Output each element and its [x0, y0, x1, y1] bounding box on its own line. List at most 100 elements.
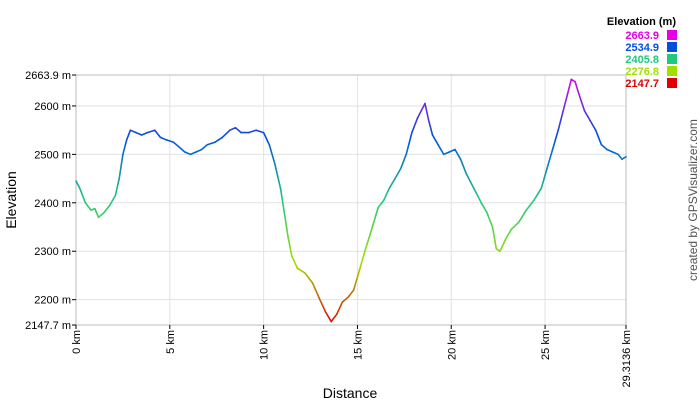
elevation-point — [589, 119, 591, 122]
x-tick-label: 20 km — [446, 330, 458, 360]
elevation-point — [221, 136, 224, 139]
x-tick-label: 5 km — [165, 330, 177, 354]
x-tick-label: 29.3136 km — [621, 330, 633, 387]
elevation-point — [621, 158, 623, 161]
elevation-point — [437, 143, 439, 146]
elevation-point — [200, 148, 203, 151]
legend: Elevation (m) 2663.92534.92405.82276.821… — [607, 16, 677, 90]
x-tick-label: 15 km — [352, 330, 364, 360]
elevation-point — [510, 228, 513, 231]
elevation-point — [394, 177, 396, 180]
legend-swatch — [667, 30, 677, 40]
elevation-point — [214, 141, 216, 144]
elevation-point — [504, 238, 507, 240]
legend-value: 2276.8 — [625, 66, 659, 78]
elevation-point — [146, 131, 149, 134]
elevation-point — [311, 281, 314, 284]
elevation-point — [103, 211, 105, 214]
elevation-point — [557, 129, 559, 131]
legend-value: 2663.9 — [625, 30, 659, 42]
elevation-point — [416, 117, 419, 119]
elevation-point — [97, 216, 100, 219]
elevation-point — [486, 211, 488, 214]
elevation-point — [154, 129, 156, 131]
elevation-point — [195, 151, 197, 153]
elevation-point — [165, 139, 167, 141]
elevation-point — [324, 310, 327, 313]
y-axis-ticks: 2147.7 m 2200 m 2300 m 2400 m 2500 m 2600 m 26… — [25, 70, 76, 332]
elevation-point — [358, 269, 361, 272]
elevation-series-line — [75, 78, 627, 323]
elevation-point — [442, 153, 445, 156]
credit-text: created by GPSVisualizer.com — [686, 119, 700, 281]
legend-swatch — [667, 66, 677, 76]
elevation-point — [574, 80, 576, 83]
elevation-point — [125, 139, 128, 141]
legend-title: Elevation (m) — [607, 16, 676, 28]
elevation-point — [206, 143, 209, 146]
elevation-point — [459, 158, 462, 161]
elevation-point — [184, 151, 186, 153]
elevation-point — [371, 226, 374, 228]
elevation-point — [262, 131, 265, 134]
elevation-point — [287, 235, 289, 238]
elevation-point — [420, 109, 423, 112]
elevation-point — [563, 107, 565, 110]
elevation-point — [229, 129, 231, 131]
elevation-point — [90, 209, 92, 211]
elevation-point — [546, 168, 548, 170]
elevation-point — [427, 119, 430, 122]
elevation-point — [364, 250, 366, 253]
elevation-point — [583, 109, 586, 112]
y-tick-label: 2663.9 m — [25, 70, 71, 82]
plot-area-frame — [75, 74, 627, 326]
elevation-point — [606, 148, 608, 151]
x-tick-label: 25 km — [540, 330, 552, 360]
elevation-point — [533, 199, 535, 202]
elevation-point — [234, 126, 237, 129]
elevation-point — [566, 93, 569, 95]
legend-value: 2405.8 — [625, 54, 659, 66]
elevation-point — [540, 187, 543, 190]
elevation-point — [388, 187, 391, 190]
elevation-point — [399, 168, 402, 170]
legend-value: 2534.9 — [625, 42, 659, 54]
y-tick-label: 2400 m — [34, 198, 71, 210]
elevation-point — [140, 134, 143, 136]
elevation-point — [78, 187, 81, 190]
elevation-point — [377, 206, 379, 209]
x-axis-ticks: 0 km 5 km 10 km 15 km 20 km 25 km 29.3136 km — [71, 325, 633, 387]
elevation-point — [114, 194, 117, 197]
elevation-point — [247, 131, 250, 134]
elevation-point — [578, 93, 580, 95]
elevation-point — [240, 131, 242, 134]
elevation-point — [525, 209, 528, 211]
elevation-point — [480, 202, 483, 204]
elevation-point — [296, 267, 299, 269]
legend-swatch — [667, 78, 677, 88]
elevation-point — [304, 272, 306, 274]
elevation-point — [93, 207, 96, 210]
y-tick-label: 2300 m — [34, 246, 71, 258]
elevation-point — [491, 226, 494, 228]
elevation-point — [319, 298, 321, 301]
x-tick-label: 10 km — [259, 330, 271, 360]
elevation-point — [255, 129, 257, 131]
elevation-point — [268, 143, 271, 146]
elevation-point — [330, 320, 332, 323]
elevation-point — [594, 129, 597, 131]
y-axis-title: Elevation — [3, 171, 19, 229]
elevation-point — [570, 78, 573, 81]
elevation-point — [625, 155, 627, 158]
elevation-point — [454, 148, 456, 151]
y-tick-label: 2500 m — [34, 149, 71, 161]
legend-value: 2147.7 — [625, 78, 659, 90]
elevation-point — [448, 151, 451, 153]
grid — [75, 74, 627, 326]
x-axis-title: Distance — [323, 385, 378, 400]
legend-swatch — [667, 54, 677, 64]
elevation-point — [551, 148, 554, 151]
y-tick-label: 2600 m — [34, 101, 71, 113]
elevation-point — [495, 248, 498, 250]
